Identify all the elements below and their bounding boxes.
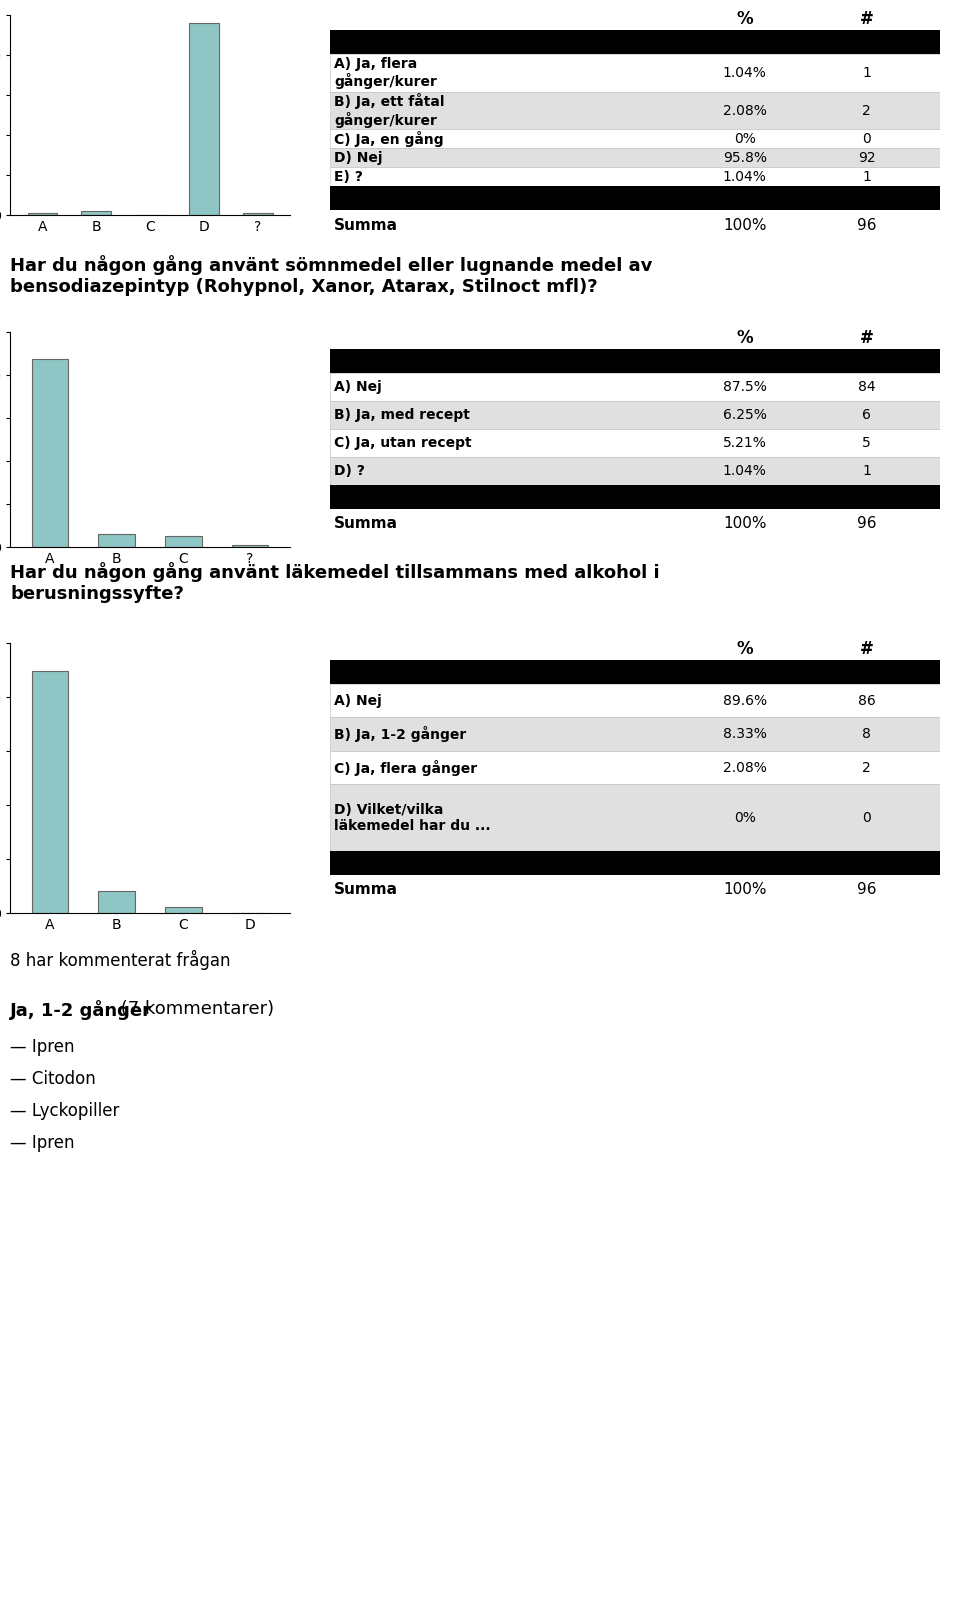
- Text: 86: 86: [858, 694, 876, 708]
- Text: C) Ja, flera gånger: C) Ja, flera gånger: [334, 760, 477, 775]
- Bar: [98, 533, 135, 546]
- Text: %: %: [736, 329, 753, 347]
- Text: 92: 92: [858, 151, 876, 165]
- Bar: [330, 167, 940, 186]
- Text: 0%: 0%: [733, 131, 756, 146]
- Bar: [98, 890, 135, 913]
- Bar: [330, 430, 940, 457]
- Text: 1.04%: 1.04%: [723, 464, 767, 478]
- Text: D) Nej: D) Nej: [334, 151, 382, 165]
- Bar: [82, 211, 111, 216]
- Text: 8 har kommenterat frågan: 8 har kommenterat frågan: [10, 950, 230, 969]
- Text: 0%: 0%: [733, 810, 756, 825]
- Text: #: #: [860, 10, 874, 28]
- Text: 2.08%: 2.08%: [723, 760, 767, 775]
- Bar: [165, 908, 202, 913]
- Bar: [165, 537, 202, 546]
- Text: C) Ja, en gång: C) Ja, en gång: [334, 131, 444, 148]
- Bar: [330, 349, 940, 373]
- Text: 2: 2: [862, 104, 871, 118]
- Text: 5.21%: 5.21%: [723, 436, 767, 451]
- Text: 95.8%: 95.8%: [723, 151, 767, 165]
- Text: D) ?: D) ?: [334, 464, 365, 478]
- Text: B) Ja, ett fåtal
gånger/kurer: B) Ja, ett fåtal gånger/kurer: [334, 94, 444, 128]
- Text: D) Vilket/vilka
läkemedel har du ...: D) Vilket/vilka läkemedel har du ...: [334, 802, 491, 833]
- Text: Ja, 1-2 gånger: Ja, 1-2 gånger: [10, 1000, 152, 1020]
- Bar: [189, 23, 219, 216]
- Bar: [330, 400, 940, 430]
- Text: #: #: [860, 329, 874, 347]
- Text: 96: 96: [857, 217, 876, 232]
- Bar: [330, 660, 940, 684]
- Bar: [330, 186, 940, 211]
- Text: — Citodon: — Citodon: [10, 1070, 96, 1088]
- Text: Har du någon gång använt läkemedel tillsammans med alkohol i
berusningssyfte?: Har du någon gång använt läkemedel tills…: [10, 562, 660, 603]
- Bar: [231, 545, 269, 546]
- Text: 1.04%: 1.04%: [723, 170, 767, 183]
- Text: 8.33%: 8.33%: [723, 728, 767, 741]
- Text: C) Ja, utan recept: C) Ja, utan recept: [334, 436, 471, 451]
- Text: 96: 96: [857, 517, 876, 532]
- Text: — Lyckopiller: — Lyckopiller: [10, 1102, 119, 1120]
- Text: B) Ja, med recept: B) Ja, med recept: [334, 408, 469, 421]
- Text: Summa: Summa: [334, 882, 398, 898]
- Text: Har du någon gång använt sömnmedel eller lugnande medel av
bensodiazepintyp (Roh: Har du någon gång använt sömnmedel eller…: [10, 254, 653, 295]
- Bar: [330, 457, 940, 485]
- Bar: [330, 130, 940, 148]
- Text: A) Ja, flera
gånger/kurer: A) Ja, flera gånger/kurer: [334, 57, 437, 89]
- Bar: [330, 684, 940, 718]
- Text: 2: 2: [862, 760, 871, 775]
- Text: 89.6%: 89.6%: [723, 694, 767, 708]
- Bar: [32, 358, 68, 546]
- Text: A) Nej: A) Nej: [334, 694, 382, 708]
- Bar: [28, 212, 57, 216]
- Bar: [330, 751, 940, 785]
- Text: %: %: [736, 640, 753, 658]
- Text: 96: 96: [857, 882, 876, 898]
- Text: E) ?: E) ?: [334, 170, 363, 183]
- Text: 1: 1: [862, 66, 872, 79]
- Bar: [330, 785, 940, 851]
- Bar: [330, 31, 940, 53]
- Text: 87.5%: 87.5%: [723, 379, 767, 394]
- Text: 100%: 100%: [723, 217, 766, 232]
- Bar: [330, 148, 940, 167]
- Text: Summa: Summa: [334, 517, 398, 532]
- Bar: [330, 851, 940, 875]
- Text: A) Nej: A) Nej: [334, 379, 382, 394]
- Text: 0: 0: [862, 131, 871, 146]
- Bar: [243, 212, 273, 216]
- Text: 100%: 100%: [723, 882, 766, 898]
- Text: 1: 1: [862, 464, 872, 478]
- Text: Summa: Summa: [334, 217, 398, 232]
- Bar: [330, 718, 940, 751]
- Bar: [330, 485, 940, 509]
- Text: 6.25%: 6.25%: [723, 408, 767, 421]
- Bar: [330, 373, 940, 400]
- Text: (7 kommentarer): (7 kommentarer): [115, 1000, 275, 1018]
- Text: 5: 5: [862, 436, 871, 451]
- Text: 6: 6: [862, 408, 872, 421]
- Text: — Ipren: — Ipren: [10, 1135, 75, 1153]
- Bar: [330, 53, 940, 92]
- Text: 2.08%: 2.08%: [723, 104, 767, 118]
- Text: #: #: [860, 640, 874, 658]
- Text: 1: 1: [862, 170, 872, 183]
- Bar: [330, 92, 940, 130]
- Text: — Ipren: — Ipren: [10, 1037, 75, 1055]
- Text: 84: 84: [858, 379, 876, 394]
- Text: 100%: 100%: [723, 517, 766, 532]
- Text: %: %: [736, 10, 753, 28]
- Text: 8: 8: [862, 728, 872, 741]
- Text: 0: 0: [862, 810, 871, 825]
- Text: B) Ja, 1-2 gånger: B) Ja, 1-2 gånger: [334, 726, 467, 742]
- Bar: [32, 671, 68, 913]
- Text: 1.04%: 1.04%: [723, 66, 767, 79]
